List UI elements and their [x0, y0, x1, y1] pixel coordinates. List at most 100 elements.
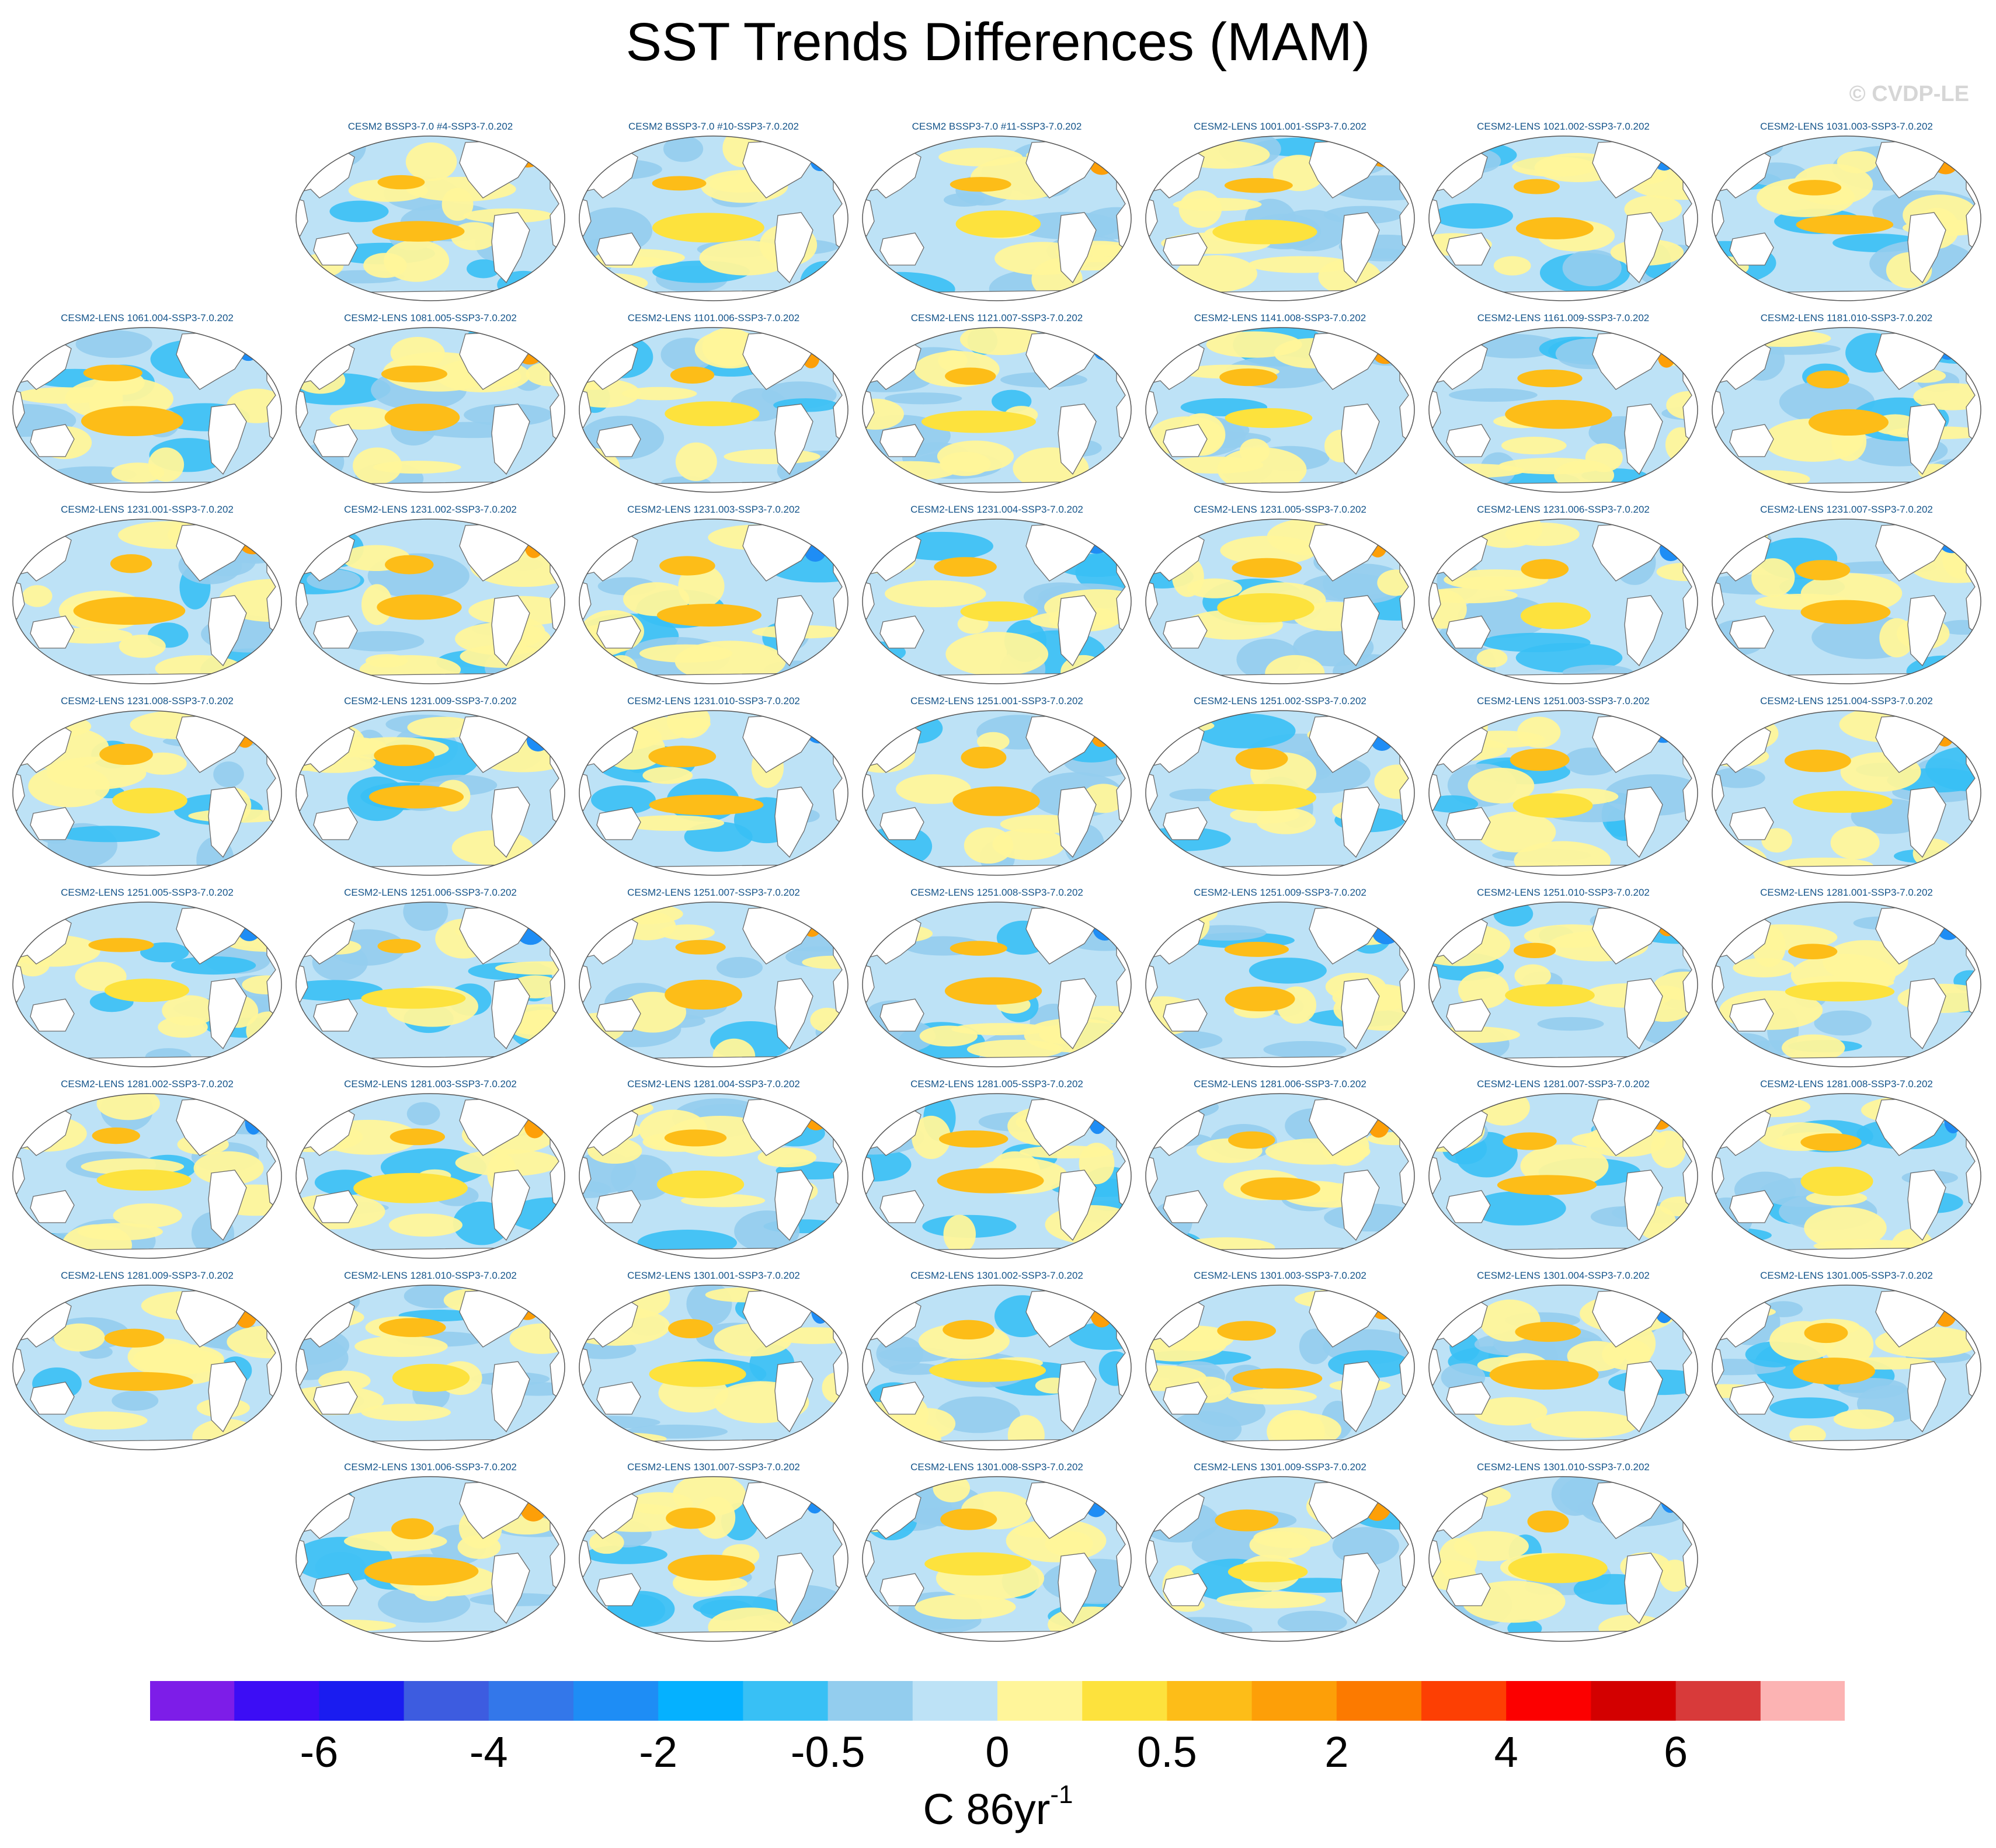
map-panel: CESM2-LENS 1001.001-SSP3-7.0.202: [1143, 121, 1417, 308]
map-panel-label: CESM2-LENS 1301.007-SSP3-7.0.202: [627, 1461, 800, 1473]
sst-trend-map: [295, 710, 565, 876]
colorbar-swatch: [743, 1680, 829, 1721]
map-panel: CESM2-LENS 1281.008-SSP3-7.0.202: [1709, 1078, 1984, 1265]
sst-trend-map: [1428, 1285, 1698, 1450]
colorbar-swatch: [1336, 1680, 1422, 1721]
colorbar-swatch: [997, 1680, 1083, 1721]
map-panel: CESM2-LENS 1161.009-SSP3-7.0.202: [1426, 312, 1701, 499]
sst-trend-map: [1145, 518, 1415, 684]
sst-trend-map: [862, 518, 1132, 684]
map-panel: CESM2-LENS 1281.005-SSP3-7.0.202: [860, 1078, 1134, 1265]
sst-trend-map: [579, 327, 849, 493]
map-panel: CESM2-LENS 1281.003-SSP3-7.0.202: [293, 1078, 568, 1265]
map-panel-label: CESM2-LENS 1281.006-SSP3-7.0.202: [1194, 1078, 1366, 1090]
map-panel-label: CESM2-LENS 1251.007-SSP3-7.0.202: [627, 887, 800, 898]
sst-trend-map: [579, 518, 849, 684]
sst-trend-map: [862, 902, 1132, 1067]
map-panel: CESM2-LENS 1231.010-SSP3-7.0.202: [576, 695, 851, 882]
map-panel: CESM2-LENS 1301.010-SSP3-7.0.202: [1426, 1461, 1701, 1648]
map-panel-label: CESM2-LENS 1231.003-SSP3-7.0.202: [627, 504, 800, 515]
sst-trend-map: [579, 902, 849, 1067]
map-panel: CESM2-LENS 1181.010-SSP3-7.0.202: [1709, 312, 1984, 499]
map-panel-label: CESM2-LENS 1231.005-SSP3-7.0.202: [1194, 504, 1366, 515]
map-panel: CESM2-LENS 1301.003-SSP3-7.0.202: [1143, 1270, 1417, 1457]
map-panel-label: CESM2-LENS 1031.003-SSP3-7.0.202: [1760, 121, 1933, 132]
colorbar-units: C 86yr-1: [0, 1780, 1996, 1834]
colorbar: [149, 1680, 1845, 1721]
sst-trend-map: [579, 1093, 849, 1259]
map-panel-label: CESM2-LENS 1301.006-SSP3-7.0.202: [344, 1461, 517, 1473]
colorbar-swatch: [1760, 1680, 1845, 1721]
map-panel: CESM2-LENS 1281.010-SSP3-7.0.202: [293, 1270, 568, 1457]
sst-trend-map: [1145, 1476, 1415, 1642]
map-panel-label: CESM2-LENS 1251.010-SSP3-7.0.202: [1477, 887, 1650, 898]
units-base: C 86yr: [923, 1785, 1051, 1833]
map-panel-label: CESM2-LENS 1251.004-SSP3-7.0.202: [1760, 695, 1933, 707]
map-panel-label: CESM2-LENS 1301.004-SSP3-7.0.202: [1477, 1270, 1650, 1281]
colorbar-swatch: [319, 1680, 405, 1721]
colorbar-tick-label: -0.5: [790, 1728, 865, 1776]
sst-trend-map: [295, 327, 565, 493]
map-panel: CESM2-LENS 1301.004-SSP3-7.0.202: [1426, 1270, 1701, 1457]
map-panel-label: CESM2-LENS 1281.009-SSP3-7.0.202: [61, 1270, 234, 1281]
map-panel: CESM2-LENS 1301.001-SSP3-7.0.202: [576, 1270, 851, 1457]
map-panel: CESM2-LENS 1301.006-SSP3-7.0.202: [293, 1461, 568, 1648]
map-panel: CESM2-LENS 1231.001-SSP3-7.0.202: [10, 504, 284, 691]
sst-trend-map: [1145, 135, 1415, 301]
map-panel: CESM2-LENS 1281.006-SSP3-7.0.202: [1143, 1078, 1417, 1265]
map-panel-label: CESM2-LENS 1061.004-SSP3-7.0.202: [61, 312, 234, 323]
map-panel: CESM2-LENS 1301.008-SSP3-7.0.202: [860, 1461, 1134, 1648]
map-panel-label: CESM2 BSSP3-7.0 #11-SSP3-7.0.202: [912, 121, 1082, 132]
map-panel-label: CESM2-LENS 1301.005-SSP3-7.0.202: [1760, 1270, 1933, 1281]
map-panel-label: CESM2-LENS 1231.001-SSP3-7.0.202: [61, 504, 234, 515]
colorbar-swatch: [1421, 1680, 1507, 1721]
map-panel: CESM2-LENS 1251.001-SSP3-7.0.202: [860, 695, 1134, 882]
sst-trend-map: [12, 902, 282, 1067]
sst-trend-map: [1712, 518, 1981, 684]
sst-trend-map: [1428, 327, 1698, 493]
colorbar-swatch: [1675, 1680, 1761, 1721]
map-panel-label: CESM2-LENS 1301.010-SSP3-7.0.202: [1477, 1461, 1650, 1473]
map-panel: CESM2-LENS 1231.007-SSP3-7.0.202: [1709, 504, 1984, 691]
sst-trend-map: [862, 1476, 1132, 1642]
colorbar-swatch: [1251, 1680, 1337, 1721]
map-panel-label: CESM2-LENS 1231.004-SSP3-7.0.202: [910, 504, 1083, 515]
sst-trend-map: [579, 1476, 849, 1642]
map-panel-label: CESM2-LENS 1301.002-SSP3-7.0.202: [910, 1270, 1083, 1281]
map-panel-label: CESM2-LENS 1001.001-SSP3-7.0.202: [1194, 121, 1366, 132]
map-panel-label: CESM2-LENS 1281.003-SSP3-7.0.202: [344, 1078, 517, 1090]
map-panel-label: CESM2 BSSP3-7.0 #10-SSP3-7.0.202: [628, 121, 799, 132]
map-panel-label: CESM2-LENS 1281.008-SSP3-7.0.202: [1760, 1078, 1933, 1090]
map-panel: CESM2-LENS 1231.003-SSP3-7.0.202: [576, 504, 851, 691]
sst-trend-map: [1145, 1285, 1415, 1450]
map-panel: CESM2-LENS 1281.004-SSP3-7.0.202: [576, 1078, 851, 1265]
colorbar-swatch: [658, 1680, 743, 1721]
sst-trend-map: [1428, 518, 1698, 684]
map-panel-label: CESM2-LENS 1141.008-SSP3-7.0.202: [1194, 312, 1366, 323]
map-panel: CESM2-LENS 1301.009-SSP3-7.0.202: [1143, 1461, 1417, 1648]
sst-trend-map: [1428, 1476, 1698, 1642]
map-panel: CESM2-LENS 1081.005-SSP3-7.0.202: [293, 312, 568, 499]
colorbar-swatch: [1506, 1680, 1591, 1721]
map-panel: CESM2-LENS 1031.003-SSP3-7.0.202: [1709, 121, 1984, 308]
sst-trend-map: [12, 1093, 282, 1259]
map-panel: CESM2 BSSP3-7.0 #11-SSP3-7.0.202: [860, 121, 1134, 308]
sst-trend-map: [295, 902, 565, 1067]
map-panel: CESM2-LENS 1281.002-SSP3-7.0.202: [10, 1078, 284, 1265]
colorbar-swatch: [234, 1680, 319, 1721]
colorbar-swatch: [1591, 1680, 1677, 1721]
map-panel-label: CESM2-LENS 1301.001-SSP3-7.0.202: [627, 1270, 800, 1281]
colorbar-tick-label: -4: [469, 1728, 508, 1776]
map-panel-label: CESM2-LENS 1251.001-SSP3-7.0.202: [910, 695, 1083, 707]
colorbar-swatch: [912, 1680, 998, 1721]
sst-trend-map: [295, 1285, 565, 1450]
colorbar-tick-label: -2: [639, 1728, 678, 1776]
map-panel-label: CESM2-LENS 1231.009-SSP3-7.0.202: [344, 695, 517, 707]
map-panel: CESM2-LENS 1301.007-SSP3-7.0.202: [576, 1461, 851, 1648]
sst-trend-map: [1145, 1093, 1415, 1259]
sst-trend-map: [1428, 902, 1698, 1067]
sst-trend-map: [295, 1093, 565, 1259]
map-panel-label: CESM2 BSSP3-7.0 #4-SSP3-7.0.202: [347, 121, 513, 132]
colorbar-swatch: [149, 1680, 235, 1721]
sst-trend-map: [295, 135, 565, 301]
